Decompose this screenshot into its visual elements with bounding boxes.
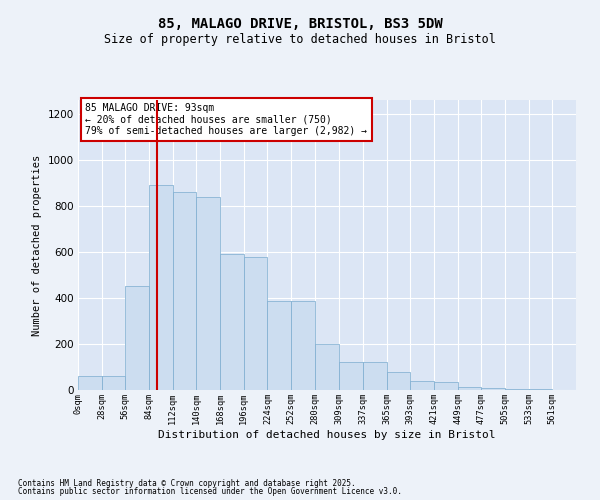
Y-axis label: Number of detached properties: Number of detached properties (32, 154, 42, 336)
X-axis label: Distribution of detached houses by size in Bristol: Distribution of detached houses by size … (158, 430, 496, 440)
Bar (434, 382, 458, 390)
Bar (363, 362, 386, 390)
Bar (268, 302, 291, 390)
Bar (410, 381, 434, 390)
Bar (244, 256, 268, 390)
Text: 85 MALAGO DRIVE: 93sqm
← 20% of detached houses are smaller (750)
79% of semi-de: 85 MALAGO DRIVE: 93sqm ← 20% of detached… (85, 103, 367, 136)
Bar (78, 376, 101, 390)
Bar (386, 372, 410, 390)
Bar (125, 286, 149, 390)
Text: Size of property relative to detached houses in Bristol: Size of property relative to detached ho… (104, 32, 496, 46)
Bar (220, 254, 244, 390)
Text: Contains HM Land Registry data © Crown copyright and database right 2025.: Contains HM Land Registry data © Crown c… (18, 478, 356, 488)
Bar (505, 389, 529, 390)
Bar (529, 389, 553, 390)
Bar (173, 192, 196, 390)
Bar (481, 388, 505, 390)
Bar (196, 196, 220, 390)
Bar (291, 302, 315, 390)
Bar (458, 386, 481, 390)
Bar (149, 185, 173, 390)
Bar (101, 376, 125, 390)
Text: 85, MALAGO DRIVE, BRISTOL, BS3 5DW: 85, MALAGO DRIVE, BRISTOL, BS3 5DW (158, 18, 442, 32)
Text: Contains public sector information licensed under the Open Government Licence v3: Contains public sector information licen… (18, 487, 402, 496)
Bar (315, 344, 339, 390)
Bar (339, 362, 363, 390)
